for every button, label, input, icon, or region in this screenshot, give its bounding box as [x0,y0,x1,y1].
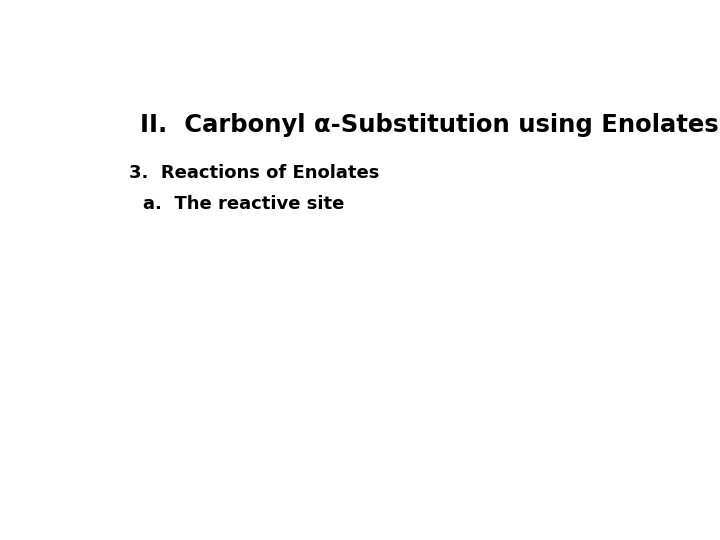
Text: II.  Carbonyl α-Substitution using Enolates: II. Carbonyl α-Substitution using Enolat… [140,113,719,137]
Text: a.  The reactive site: a. The reactive site [143,195,344,213]
Text: 3.  Reactions of Enolates: 3. Reactions of Enolates [129,164,379,182]
